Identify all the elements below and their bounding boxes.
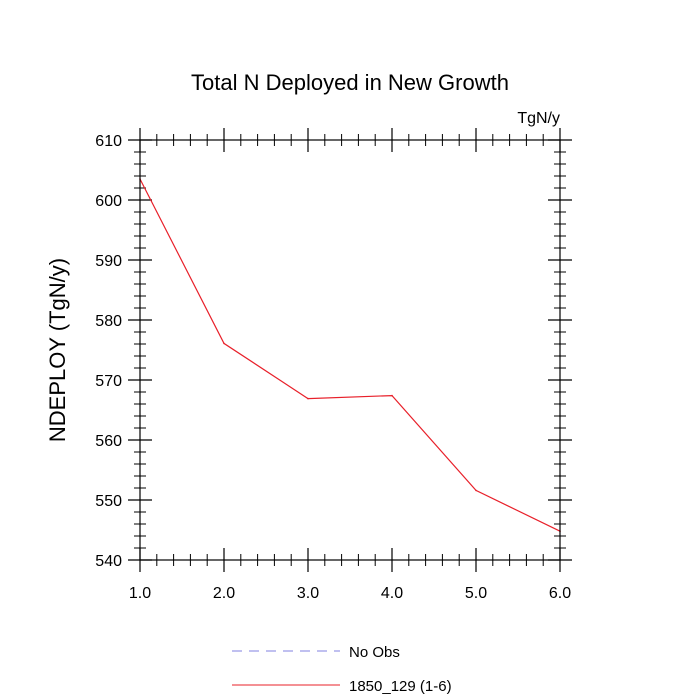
x-tick-label-4.0: 4.0 — [381, 585, 403, 602]
y-tick-label-570: 570 — [95, 373, 122, 390]
x-tick-label-3.0: 3.0 — [297, 585, 319, 602]
series-layer — [139, 178, 561, 532]
x-tick-label-6.0: 6.0 — [549, 585, 571, 602]
y-tick-label-580: 580 — [95, 313, 122, 330]
legend-label-1850-129: 1850_129 (1-6) — [349, 678, 452, 695]
y-tick-label-550: 550 — [95, 493, 122, 510]
ticks-layer — [128, 128, 572, 572]
legend-label-no-obs: No Obs — [349, 644, 400, 661]
series-0-point-4 — [475, 489, 477, 492]
y-tick-label-600: 600 — [95, 193, 122, 210]
series-line-0 — [139, 178, 561, 532]
units-label: TgN/y — [517, 110, 560, 127]
y-tick-label-590: 590 — [95, 253, 122, 270]
chart-title: Total N Deployed in New Growth — [191, 70, 509, 95]
y-tick-label-610: 610 — [95, 133, 122, 150]
plot-frame — [139, 139, 561, 561]
series-0-point-3 — [391, 394, 393, 397]
y-tick-label-540: 540 — [95, 553, 122, 570]
series-0-point-1 — [223, 342, 225, 345]
y-axis-label: NDEPLOY (TgN/y) — [45, 258, 70, 442]
x-tick-label-5.0: 5.0 — [465, 585, 487, 602]
series-0-point-2 — [307, 397, 309, 400]
y-tick-label-560: 560 — [95, 433, 122, 450]
tick-labels-layer: 540 550 560 570 580 590 600 610 1.0 2.0 3.0 4.0 5.0 6… — [95, 133, 571, 602]
x-tick-label-2.0: 2.0 — [213, 585, 235, 602]
x-tick-label-1.0: 1.0 — [129, 585, 151, 602]
legend: No Obs 1850_129 (1-6) — [232, 644, 452, 695]
